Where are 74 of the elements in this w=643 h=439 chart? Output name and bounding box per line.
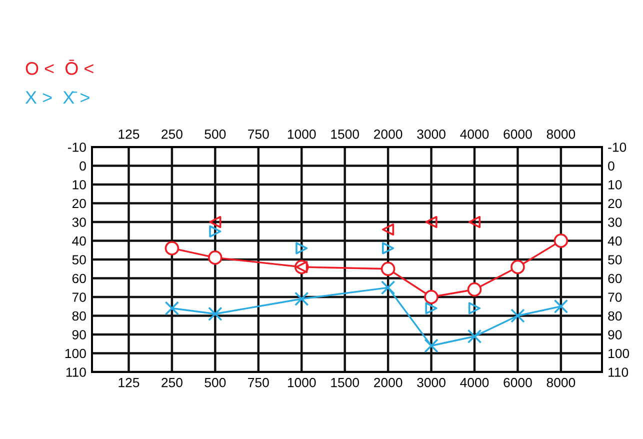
point	[468, 216, 481, 228]
point	[296, 242, 308, 254]
y2-tick-label: 40	[608, 236, 622, 246]
y-tick-label: -10	[68, 142, 86, 152]
point	[467, 282, 482, 297]
x-tick-label: 1500	[331, 378, 359, 388]
point	[382, 223, 394, 236]
y-tick-label: 90	[72, 330, 86, 340]
x-tick-label: 4000	[460, 378, 489, 388]
point	[425, 216, 438, 228]
y2-tick-label: 80	[608, 311, 622, 321]
category-label: 3000	[417, 129, 446, 139]
y2-tick-label: 20	[608, 198, 622, 208]
y-tick-label: 0	[80, 161, 86, 171]
text: X > X̄ >	[25, 91, 90, 104]
y-tick-label: 30	[72, 218, 86, 227]
point	[510, 308, 525, 323]
x-tick-label: 125	[118, 378, 140, 388]
x-tick-label: 500	[204, 378, 226, 388]
x-tick-label: 2000	[374, 378, 402, 388]
category-label: 750	[248, 129, 269, 139]
y-tick-label: 70	[72, 292, 86, 302]
y2-tick-label: -10	[608, 142, 626, 152]
y2-tick-label: 10	[608, 180, 622, 190]
point	[467, 329, 482, 344]
point	[209, 216, 222, 228]
category-label: 1000	[288, 129, 316, 139]
category-label: 1500	[331, 129, 359, 139]
y2-tick-label: 0	[608, 161, 614, 171]
point	[424, 338, 438, 353]
y-tick-label: 10	[72, 180, 86, 190]
point	[554, 234, 568, 248]
category-label: 8000	[546, 129, 576, 139]
x-tick-label: 6000	[504, 378, 532, 388]
category-label: 4000	[460, 129, 489, 139]
point	[382, 242, 394, 254]
x-tick-label: 1000	[288, 378, 316, 388]
y-tick-label: 100	[65, 348, 86, 358]
y2-tick-label: 100	[608, 348, 630, 358]
x-tick-label: 750	[248, 378, 269, 388]
point	[294, 292, 309, 306]
y-tick-label: 110	[66, 368, 86, 377]
y-tick-label: 40	[72, 236, 86, 246]
x-tick-label: 250	[162, 378, 182, 388]
category-label: 250	[162, 129, 182, 139]
y2-tick-label: 60	[608, 274, 622, 284]
category-label: 2000	[374, 129, 402, 139]
point	[425, 302, 438, 314]
x-tick-label: 3000	[417, 378, 446, 388]
category-label: 6000	[504, 129, 532, 139]
point	[424, 290, 438, 304]
y-tick-label: 50	[72, 255, 86, 264]
point	[468, 302, 481, 314]
point	[164, 241, 180, 256]
y2-tick-label: 110	[608, 368, 628, 377]
point	[208, 250, 222, 265]
y2-tick-label: 70	[608, 292, 622, 302]
point	[164, 301, 180, 316]
y-tick-label: 80	[72, 311, 86, 321]
point	[380, 280, 396, 295]
y2-tick-label: 30	[608, 218, 622, 227]
text: O < Ō <	[26, 60, 94, 75]
y2-tick-label: 50	[608, 255, 622, 264]
point	[208, 306, 222, 322]
point	[380, 262, 396, 276]
point	[209, 225, 222, 238]
x-tick-label: 8000	[546, 378, 576, 388]
category-label: 125	[118, 129, 140, 139]
point	[554, 299, 568, 314]
y-tick-label: 20	[72, 198, 86, 208]
point	[510, 260, 525, 274]
y2-tick-label: 90	[608, 330, 622, 340]
y-tick-label: 60	[72, 274, 86, 284]
category-label: 500	[204, 129, 226, 139]
